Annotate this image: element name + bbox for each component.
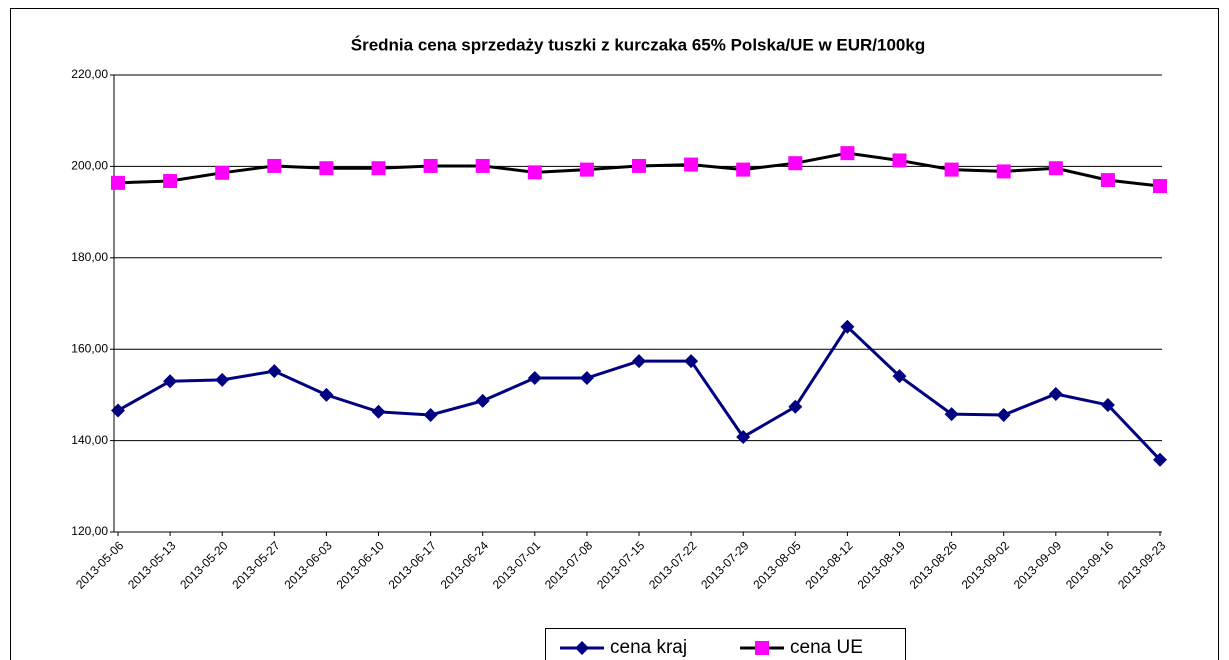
- data-point: [1100, 397, 1115, 412]
- data-point: [319, 161, 334, 176]
- data-point: [527, 165, 542, 180]
- data-point: [684, 157, 699, 172]
- data-point: [163, 174, 178, 189]
- data-point: [111, 175, 125, 190]
- data-point: [475, 393, 490, 408]
- data-point: [111, 403, 125, 418]
- data-point: [632, 158, 646, 173]
- data-point: [788, 399, 803, 414]
- data-point: [215, 165, 230, 180]
- data-point: [1100, 173, 1115, 188]
- data-point: [1153, 179, 1167, 194]
- data-point: [475, 158, 490, 173]
- y-tick-label: 120,00: [71, 524, 108, 538]
- data-point: [736, 162, 751, 177]
- data-point: [579, 370, 594, 385]
- data-point: [736, 429, 751, 444]
- chart-title: Średnia cena sprzedaży tuszki z kurczaka…: [351, 35, 925, 54]
- data-point: [319, 387, 334, 402]
- data-point: [684, 354, 699, 369]
- data-point: [840, 146, 855, 161]
- data-point: [632, 354, 646, 369]
- data-point: [579, 162, 594, 177]
- data-point: [944, 407, 959, 422]
- y-tick-label: 160,00: [71, 341, 108, 355]
- y-tick-label: 180,00: [71, 250, 108, 264]
- data-point: [371, 404, 386, 419]
- data-point: [1048, 161, 1063, 176]
- data-point: [267, 364, 282, 379]
- legend-label: cena UE: [790, 637, 863, 658]
- data-point: [788, 156, 803, 171]
- data-point: [892, 369, 907, 384]
- chart-border: [10, 8, 1219, 660]
- y-tick-label: 200,00: [71, 159, 108, 173]
- data-point: [423, 408, 438, 423]
- data-point: [267, 158, 282, 173]
- data-point: [1153, 452, 1167, 467]
- data-point: [840, 319, 855, 334]
- y-tick-label: 140,00: [71, 433, 108, 447]
- data-point: [215, 372, 230, 387]
- data-point: [944, 162, 959, 177]
- data-point: [527, 370, 542, 385]
- legend-label: cena kraj: [610, 637, 687, 658]
- y-tick-label: 220,00: [71, 67, 108, 81]
- data-point: [996, 408, 1011, 423]
- data-point: [371, 161, 386, 176]
- legend-marker: [755, 641, 769, 655]
- data-point: [892, 153, 907, 168]
- legend-marker: [575, 641, 589, 655]
- data-point: [996, 164, 1011, 179]
- data-point: [163, 374, 178, 389]
- data-point: [1048, 386, 1063, 401]
- legend-box: [545, 628, 906, 660]
- data-point: [423, 158, 438, 173]
